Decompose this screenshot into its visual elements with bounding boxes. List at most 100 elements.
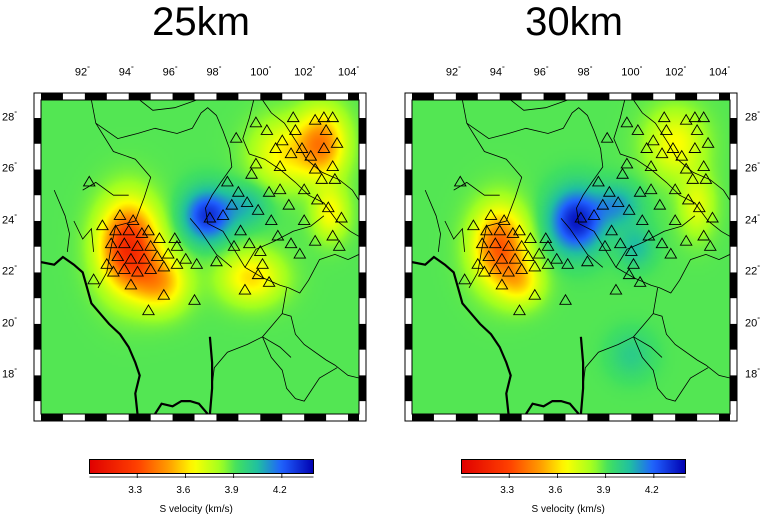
station-triangle <box>506 226 520 238</box>
station-triangle <box>319 124 333 135</box>
station-triangle <box>190 257 204 269</box>
lat-tick-label: 22° <box>2 265 18 279</box>
border-line <box>242 100 359 237</box>
station-triangle <box>227 239 241 251</box>
station-triangle <box>512 224 526 236</box>
border-line <box>444 220 465 252</box>
station-triangle <box>633 185 647 197</box>
station-triangle <box>113 208 127 220</box>
coastline <box>525 400 580 414</box>
station-triangle <box>559 293 573 305</box>
coastline <box>579 336 585 414</box>
station-triangle <box>203 211 217 223</box>
station-triangle <box>523 232 537 244</box>
station-triangle <box>141 304 155 316</box>
station-triangle <box>480 224 494 236</box>
lon-tick-label: 100° <box>250 66 272 79</box>
station-triangle <box>122 224 136 236</box>
station-triangle <box>701 136 715 148</box>
station-triangle <box>642 229 656 241</box>
station-triangle <box>471 257 485 269</box>
station-triangle <box>528 260 542 272</box>
colorbar-tick-label: 3.9 <box>224 485 239 496</box>
station-triangle <box>688 142 702 153</box>
colorbar-tick-label: 3.6 <box>548 485 563 496</box>
station-triangle <box>135 226 149 238</box>
station-triangle <box>137 252 151 264</box>
station-triangle <box>622 268 636 280</box>
station-triangle <box>679 234 693 246</box>
station-triangle <box>295 142 309 153</box>
station-triangle <box>596 198 610 210</box>
lon-tick-label: 92° <box>445 66 461 79</box>
border-line <box>282 313 359 379</box>
coastline <box>208 336 214 414</box>
border-line <box>462 100 730 294</box>
lon-tick-label: 104° <box>338 66 360 79</box>
station-triangle <box>124 278 138 290</box>
station-triangle <box>256 257 269 269</box>
border-line <box>466 122 523 289</box>
border-line <box>91 100 359 294</box>
station-triangle <box>697 111 711 123</box>
station-triangle <box>605 224 619 236</box>
station-triangle <box>106 265 120 277</box>
coastline <box>41 255 141 414</box>
station-triangle <box>297 183 311 195</box>
station-triangle <box>655 237 669 249</box>
panel-title-25km: 25km <box>152 0 250 44</box>
border-line <box>633 336 709 402</box>
colorbar-tick-label: 3.6 <box>176 485 191 496</box>
lon-tick-label: 102° <box>294 66 316 79</box>
station-triangle <box>580 255 594 267</box>
colorbar-25km <box>89 459 314 478</box>
station-triangle <box>655 147 669 159</box>
station-triangle <box>508 252 522 264</box>
border-line <box>211 287 287 386</box>
border-line <box>95 122 152 289</box>
station-triangle <box>275 134 289 146</box>
station-triangle <box>587 208 601 220</box>
station-triangle <box>317 142 331 153</box>
colorbar-title: S velocity (km/s) <box>159 504 233 515</box>
station-triangle <box>550 252 564 264</box>
lat-tick-label: 24° <box>745 213 761 227</box>
map-frame <box>404 92 738 422</box>
lon-tick-label: 100° <box>621 66 643 79</box>
lat-tick-label: 26° <box>2 162 18 176</box>
station-triangle <box>245 167 259 179</box>
station-triangle <box>622 203 636 215</box>
border-line <box>262 336 338 402</box>
station-triangle <box>87 273 101 285</box>
station-triangle <box>611 196 625 208</box>
station-triangle <box>482 250 496 262</box>
station-triangle <box>512 304 526 316</box>
station-triangle <box>635 214 649 226</box>
station-triangle <box>179 252 193 264</box>
station-triangle <box>95 219 109 231</box>
panel-title-30km: 30km <box>525 0 623 44</box>
station-triangle <box>609 283 623 295</box>
station-triangle <box>574 211 588 223</box>
station-triangle <box>690 124 704 135</box>
station-triangle <box>260 124 274 135</box>
station-triangle <box>664 247 678 259</box>
colorbar-30km <box>461 459 686 478</box>
station-triangle <box>150 250 164 262</box>
station-triangle <box>282 198 296 210</box>
border-line <box>73 220 94 252</box>
lat-tick-label: 28° <box>2 111 18 124</box>
map-frame <box>33 92 367 422</box>
station-triangle <box>539 232 553 244</box>
station-triangle <box>109 224 123 236</box>
velocity-field-raster <box>41 100 359 414</box>
lat-tick-label: 26° <box>745 162 761 176</box>
station-triangle <box>152 232 166 244</box>
lon-tick-label: 96° <box>533 66 549 79</box>
station-triangle <box>657 111 671 123</box>
colorbar-tick-label: 3.9 <box>596 485 611 496</box>
station-triangle <box>477 265 491 277</box>
station-triangle <box>326 229 340 241</box>
station-triangle <box>100 257 114 269</box>
station-triangle <box>646 134 660 146</box>
